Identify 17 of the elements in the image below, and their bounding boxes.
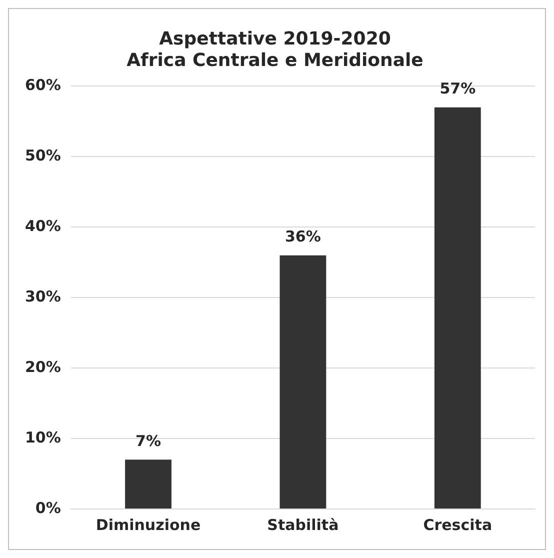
bar bbox=[434, 107, 481, 508]
data-label: 7% bbox=[136, 432, 161, 450]
y-tick-label: 10% bbox=[24, 428, 61, 446]
y-tick-label: 50% bbox=[24, 146, 61, 165]
data-label: 57% bbox=[440, 80, 476, 98]
y-tick-label: 30% bbox=[24, 287, 61, 306]
y-tick-label: 60% bbox=[24, 76, 61, 94]
y-tick-label: 20% bbox=[24, 358, 61, 376]
chart-title: Aspettative 2019-2020 Africa Centrale e Meridionale bbox=[126, 28, 424, 72]
bar bbox=[280, 255, 326, 508]
x-tick-label: Stabilità bbox=[267, 516, 339, 534]
y-tick-label: 0% bbox=[35, 498, 61, 517]
bar bbox=[125, 460, 172, 508]
data-label: 36% bbox=[285, 228, 321, 246]
x-tick-label: Diminuzione bbox=[96, 516, 201, 534]
y-tick-label: 40% bbox=[24, 217, 61, 236]
x-tick-label: Crescita bbox=[423, 516, 492, 534]
